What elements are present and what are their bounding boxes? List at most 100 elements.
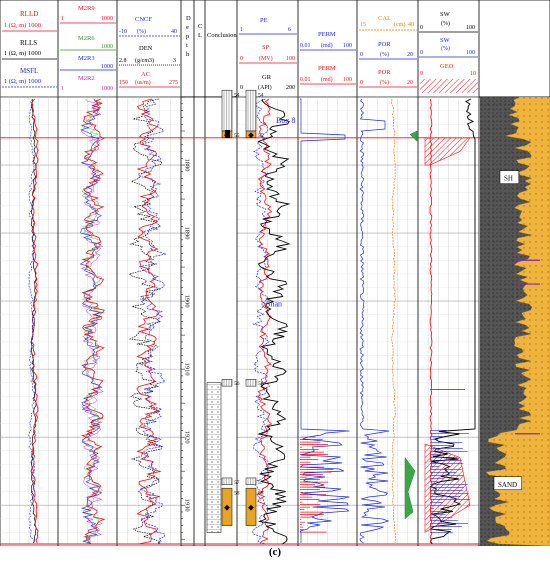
svg-text:100: 100 (286, 56, 295, 62)
svg-text:◆: ◆ (223, 504, 230, 511)
layer-box (245, 379, 257, 387)
svg-text:40: 40 (408, 22, 414, 28)
por-green-fill (404, 456, 416, 520)
rlld-range: 1 (Ω, m) 1000 (4, 22, 41, 29)
sw-black-curve (429, 98, 476, 545)
svg-text:20: 20 (407, 80, 413, 86)
layer-box (221, 89, 233, 132)
svg-text:1000: 1000 (101, 86, 113, 92)
header-conclusion: Conclusion (207, 0, 238, 97)
por-blue-label: POR (378, 41, 391, 48)
curves (28, 98, 476, 545)
depth-tick-label: 1900 (184, 295, 191, 308)
layer-box (221, 477, 233, 486)
depth-tick-label: 1910 (184, 363, 191, 376)
annotation-label: SAND (498, 481, 517, 489)
svg-text:1000: 1000 (101, 16, 113, 22)
layer-id-label: 58 (258, 491, 264, 497)
depth-tick-label: 1930 (184, 499, 191, 512)
layer-id-label: 55 (234, 133, 240, 139)
msfl-range: 1 (Ω, m) 1000 (4, 78, 41, 85)
annotation-label: Box 8 (276, 116, 295, 125)
den-curve (128, 98, 162, 545)
pe-label: PE (260, 17, 268, 24)
por-blue-curve (359, 98, 390, 544)
msfl-curve (28, 98, 36, 544)
svg-text:0: 0 (360, 80, 363, 86)
geo-label: GEO (440, 63, 454, 70)
layer-marker (225, 130, 230, 139)
cncf-label: CNCF (135, 16, 152, 23)
ac-curve (136, 98, 162, 545)
geo-curve (429, 98, 433, 544)
svg-text:(%): (%) (380, 79, 389, 86)
layer-id-label: 56 (234, 381, 240, 387)
fills (300, 96, 550, 546)
svg-text:200: 200 (286, 85, 295, 91)
layer-box (245, 130, 257, 139)
msfl-label: MSFL (20, 67, 38, 75)
svg-text:-10: -10 (119, 29, 127, 35)
layer-id-label: 56 (258, 381, 264, 387)
svg-text:(API): (API) (258, 84, 272, 91)
log-header: RLLD 1 (Ω, m) 1000 RLLS 1 (Ω, m) 1000 MS… (0, 0, 550, 98)
svg-text:100: 100 (466, 25, 475, 31)
gr-label: GR (262, 74, 272, 81)
svg-text:2.8: 2.8 (119, 58, 127, 64)
perm-blue-curve (299, 98, 350, 543)
svg-text:15: 15 (360, 22, 366, 28)
conclusion-label: Conclusion (207, 32, 237, 39)
rlls-range: 1 (Ω, m) 1000 (4, 50, 41, 57)
svg-text:1: 1 (61, 16, 64, 22)
layer-id-label: 57 (258, 480, 264, 486)
depth-tick-label: 1890 (184, 227, 191, 240)
svg-text:40: 40 (171, 29, 177, 35)
svg-text:100: 100 (343, 43, 352, 49)
rlld-label: RLLD (20, 10, 38, 18)
svg-text:(MV): (MV) (259, 55, 273, 62)
annotation-label: SH (504, 175, 513, 183)
gr-curve (257, 98, 291, 545)
header-porosity: CNCF -10 (%) 40 DEN 2.8 (g/cm3) 3 AC 150… (119, 0, 182, 97)
svg-text:(%): (%) (441, 45, 450, 52)
m2r6-curve (80, 98, 104, 544)
svg-text:1: 1 (240, 27, 243, 33)
layer-box (221, 379, 233, 387)
svg-text:(md): (md) (321, 76, 333, 83)
m2r2-curve (80, 98, 104, 544)
layer-id-label: 54 (234, 93, 240, 99)
cncf-curve (138, 98, 166, 545)
annotations: Box 8 Shan SH SAND (266, 116, 522, 491)
svg-text:0.01: 0.01 (300, 77, 311, 83)
svg-text:10: 10 (470, 71, 476, 77)
header-gr: PE 1 6 SP 0 (MV) 100 GR 0 (API) 200 (239, 0, 299, 97)
svg-text:(cm): (cm) (394, 21, 405, 28)
m2r3-curve (79, 98, 103, 544)
rlls-label: RLLS (20, 39, 37, 47)
log-body: 1880 1890 1900 1910 1920 1930 54 54 ◆ 55 ◆ 55 56 56 5… (0, 89, 550, 546)
m2r2-label: M2R2 (78, 75, 95, 82)
svg-text:100: 100 (343, 77, 352, 83)
perm-red-label: PERM (318, 65, 336, 72)
svg-text:(md): (md) (321, 42, 333, 49)
svg-text:(%): (%) (380, 51, 389, 58)
layer-box (245, 89, 257, 132)
svg-text:1000: 1000 (101, 44, 113, 50)
pe-curve (252, 98, 270, 545)
layer-box (245, 477, 257, 486)
svg-text:(%): (%) (137, 28, 146, 35)
layer-id-label: 57 (234, 480, 240, 486)
svg-text:0.01: 0.01 (300, 43, 311, 49)
depth-tick-label: 1920 (184, 431, 191, 444)
svg-text:1000: 1000 (101, 64, 113, 70)
por-red-label: POR (378, 69, 391, 76)
well-log-chart: RLLD 1 (Ω, m) 1000 RLLS 1 (Ω, m) 1000 MS… (0, 0, 550, 546)
layer-id-label: 55 (258, 133, 264, 139)
svg-text:0: 0 (240, 56, 243, 62)
svg-text:(g/cm3): (g/cm3) (135, 57, 154, 64)
svg-text:20: 20 (407, 52, 413, 58)
svg-text:0: 0 (420, 50, 423, 56)
layer-id-label: 54 (258, 93, 264, 99)
